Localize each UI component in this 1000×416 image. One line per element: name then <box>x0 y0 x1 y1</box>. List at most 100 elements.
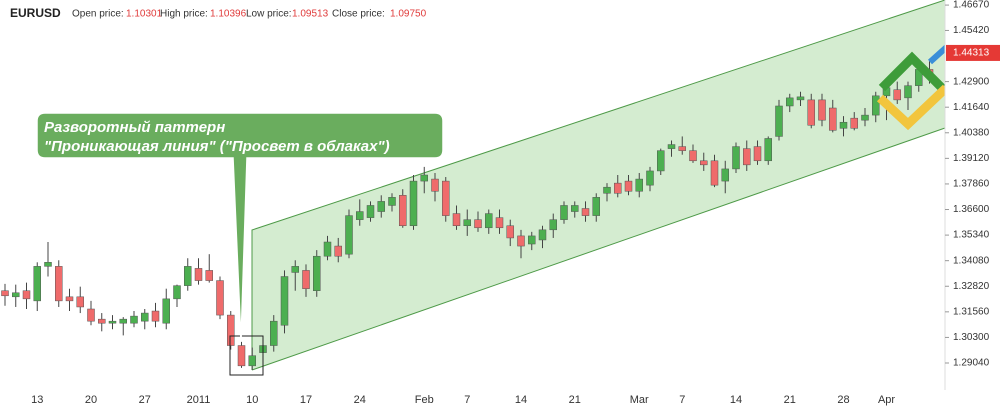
x-tick-label: 28 <box>837 394 849 406</box>
logo-yellow <box>876 84 950 131</box>
candle-body <box>173 285 181 300</box>
candle-body <box>571 205 579 212</box>
candle-body <box>108 320 117 324</box>
candle-body <box>710 160 719 186</box>
candle-body <box>184 266 192 286</box>
candle-body <box>495 217 504 229</box>
candle-body <box>345 215 353 255</box>
candle-body <box>313 255 321 291</box>
candle-body <box>667 144 676 149</box>
candle-body <box>549 219 557 231</box>
y-tick-label: 1.36600 <box>953 204 990 215</box>
x-tick-label: 20 <box>85 394 97 406</box>
x-tick-label: 14 <box>515 394 527 406</box>
candle-body <box>237 345 246 367</box>
field-value: 1.09513 <box>292 9 329 20</box>
candle-body <box>130 315 138 324</box>
x-tick-label: 21 <box>784 394 796 406</box>
x-tick-label: 21 <box>569 394 581 406</box>
candles <box>1 61 934 370</box>
candle-body <box>194 268 203 281</box>
y-tick-label: 1.41640 <box>953 102 990 113</box>
candle-body <box>270 320 278 346</box>
candle-body <box>216 280 224 316</box>
candle-body <box>635 178 643 192</box>
candle-body <box>280 276 289 326</box>
field-value: 1.09750 <box>390 9 427 20</box>
candle-body <box>506 225 514 239</box>
y-tick-label: 1.35340 <box>953 230 990 241</box>
candle-body <box>700 160 708 166</box>
candle-body <box>12 292 20 298</box>
candle-body <box>119 318 127 324</box>
candle-body <box>893 89 901 101</box>
candle-body <box>592 197 600 216</box>
annotation-callout <box>36 112 444 343</box>
annotation-line: "Проникающая линия" ("Просвет в облаках"… <box>44 138 390 155</box>
candle-body <box>388 197 396 206</box>
candle-body <box>538 229 547 241</box>
candle-body <box>743 148 751 166</box>
x-tick-label: 10 <box>246 394 258 406</box>
candle-body <box>474 219 482 229</box>
trend-channel <box>252 0 945 370</box>
candle-body <box>753 146 762 162</box>
field-label: Close price: <box>332 9 385 20</box>
candle-body <box>764 138 772 162</box>
candle-body <box>248 355 256 367</box>
candle-body <box>796 96 805 101</box>
last-price-box <box>946 44 1000 61</box>
candle-body <box>732 146 740 170</box>
candle-body <box>646 170 654 186</box>
symbol: EURUSD <box>10 6 61 20</box>
y-tick-label: 1.39120 <box>953 153 990 164</box>
x-tick-label: 17 <box>300 394 312 406</box>
candle-body <box>442 180 450 216</box>
candle-body <box>162 298 170 324</box>
x-tick-label: 7 <box>464 394 470 406</box>
annotation-line: Разворотный паттерн <box>44 119 225 136</box>
x-tick-label: 14 <box>730 394 742 406</box>
candle-body <box>1 290 9 297</box>
candle-body <box>205 270 213 281</box>
candle-body <box>22 290 31 300</box>
field-label: Low price: <box>246 9 292 20</box>
y-tick-label: 1.31560 <box>953 306 990 317</box>
candle-body <box>65 296 74 302</box>
candle-body <box>775 105 783 137</box>
field-value: 1.10301 <box>126 9 163 20</box>
y-tick-label: 1.42900 <box>953 76 990 87</box>
candle-body <box>850 117 858 129</box>
candle-body <box>87 308 95 322</box>
candle-body <box>452 213 461 227</box>
logo-green <box>878 51 946 92</box>
candle-body <box>721 168 729 182</box>
candle-body <box>356 211 364 220</box>
candle-body <box>624 180 633 192</box>
candle-body <box>904 85 912 99</box>
candle-body <box>517 235 525 247</box>
candle-body <box>98 318 106 324</box>
field-value: 1.10396 <box>210 9 247 20</box>
candle-body <box>485 213 493 229</box>
candle-body <box>581 208 590 216</box>
candle-body <box>839 121 848 129</box>
candle-body <box>528 235 536 245</box>
candle-body <box>807 99 815 126</box>
candle-body <box>399 195 407 227</box>
candle-body <box>55 266 63 302</box>
y-tick-label: 1.46670 <box>953 0 990 11</box>
candle-body <box>302 270 310 289</box>
channel-lower-line <box>251 127 946 371</box>
candle-body <box>76 296 84 308</box>
candle-body <box>291 266 299 273</box>
pattern-highlight <box>229 335 264 376</box>
candle-body <box>560 205 568 220</box>
last-price-label: 1.44313 <box>953 48 990 59</box>
candle-body <box>657 150 665 172</box>
x-tick-label: Feb <box>415 394 434 406</box>
candle-body <box>366 205 375 218</box>
y-tick-label: 1.34080 <box>953 255 990 266</box>
candle-body <box>818 99 826 121</box>
candle-body <box>872 95 880 116</box>
